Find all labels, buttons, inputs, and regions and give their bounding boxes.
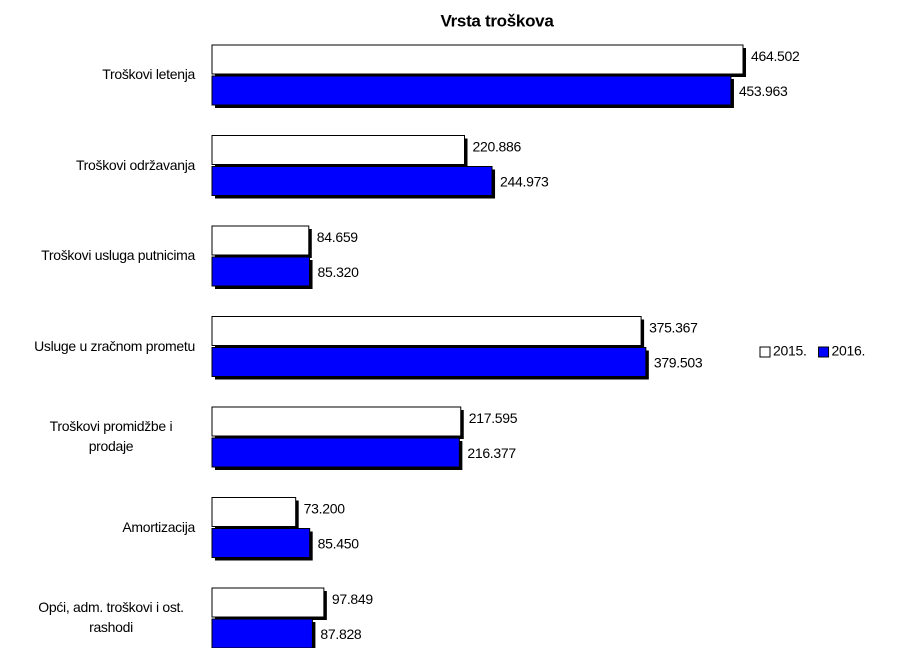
category-label: Opći, adm. troškovi i ost. rashodi (0, 597, 195, 637)
value-label: 244.973 (500, 174, 549, 190)
bar (211, 44, 744, 75)
category-text: Troškovi promidžbe i prodaje (49, 418, 173, 454)
chart-title: Vrsta troškova (441, 11, 555, 30)
value-label: 73.200 (304, 501, 346, 517)
bar (211, 406, 462, 437)
category-label: Troškovi usluga putnicima (0, 245, 195, 265)
value-label: 85.450 (318, 536, 360, 552)
bar (211, 497, 297, 527)
legend-swatch (759, 346, 771, 358)
value-label: 453.963 (739, 83, 788, 99)
bar (211, 618, 313, 648)
category-text: Troškovi usluga putnicima (41, 247, 195, 263)
value-label: 87.828 (320, 626, 362, 642)
bar (211, 256, 311, 287)
bar (211, 437, 460, 468)
value-label: 379.503 (654, 355, 703, 371)
bar (211, 75, 732, 106)
bar (211, 135, 466, 165)
value-label: 220.886 (473, 139, 522, 155)
category-text: Troškovi letenja (102, 66, 195, 82)
category-label: Troškovi letenja (0, 64, 195, 84)
category-label: Troškovi održavanja (0, 155, 195, 175)
value-label: 216.377 (467, 445, 516, 461)
category-text: Opći, adm. troškovi i ost. rashodi (38, 599, 184, 635)
category-text: Usluge u zračnom prometu (34, 337, 195, 354)
value-label: 217.595 (469, 410, 518, 426)
category-label: Amortizacija (0, 517, 195, 537)
value-label: 84.659 (317, 229, 359, 245)
bar (211, 316, 642, 346)
category-label: Troškovi promidžbe i prodaje (0, 416, 195, 456)
value-label: 85.320 (318, 264, 360, 280)
bar (211, 347, 647, 377)
category-text: Troškovi održavanja (75, 156, 195, 173)
value-label: 97.849 (332, 591, 374, 607)
category-label: Usluge u zračnom prometu (0, 336, 195, 356)
bar (211, 225, 310, 256)
legend-swatch (818, 346, 830, 358)
bar (211, 166, 493, 196)
category-text: Amortizacija (122, 518, 195, 535)
legend-label: 2015. (773, 343, 807, 359)
legend-label: 2016. (832, 343, 866, 359)
value-label: 464.502 (751, 48, 800, 64)
bar (211, 587, 325, 618)
bar (211, 528, 311, 558)
value-label: 375.367 (649, 320, 698, 336)
